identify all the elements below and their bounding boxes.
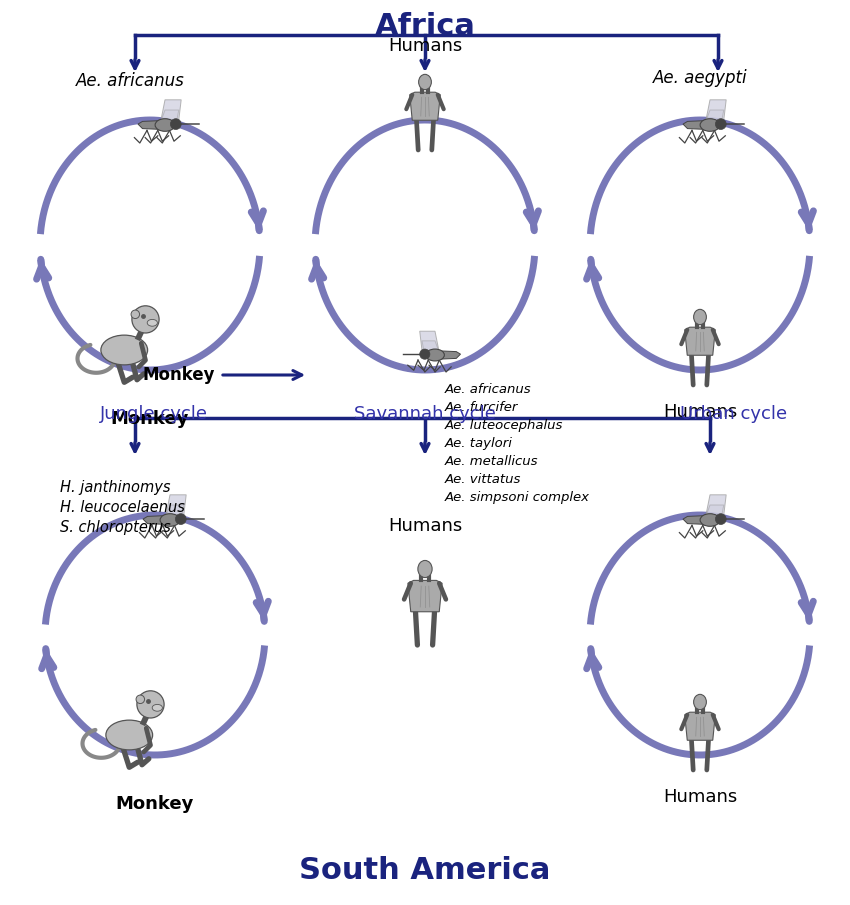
Text: Urban cycle: Urban cycle	[680, 405, 787, 423]
Text: Savannah cycle: Savannah cycle	[354, 405, 496, 423]
Text: Monkey: Monkey	[116, 795, 194, 813]
Ellipse shape	[101, 335, 148, 365]
Circle shape	[716, 514, 726, 525]
Ellipse shape	[700, 514, 720, 527]
Text: Humans: Humans	[663, 788, 737, 806]
Polygon shape	[143, 516, 168, 525]
Text: Ae. simpsoni complex: Ae. simpsoni complex	[445, 491, 590, 504]
Text: Africa: Africa	[375, 12, 475, 41]
Text: H. janthinomys: H. janthinomys	[60, 480, 171, 495]
Polygon shape	[166, 505, 184, 518]
Circle shape	[136, 695, 144, 703]
Ellipse shape	[152, 704, 162, 711]
Text: Ae. taylori: Ae. taylori	[445, 437, 513, 450]
Ellipse shape	[694, 310, 706, 325]
Ellipse shape	[147, 319, 157, 326]
Text: Ae. furcifer: Ae. furcifer	[445, 401, 518, 414]
Polygon shape	[706, 100, 726, 122]
Text: Ae. africanus: Ae. africanus	[445, 383, 531, 396]
Text: Ae. aegypti: Ae. aegypti	[653, 69, 747, 87]
Polygon shape	[410, 92, 440, 120]
Polygon shape	[706, 110, 723, 122]
Text: S. chloropterus: S. chloropterus	[60, 520, 171, 535]
Ellipse shape	[700, 119, 720, 131]
Circle shape	[170, 119, 181, 129]
Circle shape	[420, 349, 430, 359]
Ellipse shape	[418, 74, 431, 90]
Text: Humans: Humans	[388, 517, 462, 535]
Ellipse shape	[418, 560, 432, 577]
Text: Monkey: Monkey	[143, 366, 215, 384]
Ellipse shape	[160, 514, 180, 527]
Ellipse shape	[694, 694, 706, 710]
Polygon shape	[408, 580, 442, 612]
Polygon shape	[166, 495, 186, 518]
Text: South America: South America	[299, 856, 551, 885]
Circle shape	[132, 306, 159, 333]
Polygon shape	[420, 331, 439, 352]
Polygon shape	[706, 495, 726, 518]
Text: Ae. vittatus: Ae. vittatus	[445, 473, 521, 486]
Polygon shape	[138, 120, 163, 129]
Polygon shape	[161, 100, 181, 122]
Ellipse shape	[106, 720, 153, 750]
Text: Jungle cycle: Jungle cycle	[100, 405, 208, 423]
Polygon shape	[422, 341, 439, 352]
Circle shape	[131, 310, 139, 319]
Text: Monkey: Monkey	[110, 410, 190, 428]
Ellipse shape	[155, 119, 175, 131]
Ellipse shape	[426, 349, 445, 361]
Text: Humans: Humans	[663, 403, 737, 421]
Text: Ae. luteocephalus: Ae. luteocephalus	[445, 419, 564, 432]
Polygon shape	[161, 110, 178, 122]
Text: Humans: Humans	[388, 37, 462, 55]
Polygon shape	[685, 712, 716, 740]
Text: Ae. africanus: Ae. africanus	[76, 72, 184, 90]
Text: Ae. metallicus: Ae. metallicus	[445, 455, 539, 468]
Circle shape	[175, 514, 186, 525]
Circle shape	[716, 119, 726, 129]
Polygon shape	[683, 516, 708, 525]
Polygon shape	[437, 351, 461, 359]
Text: H. leucocelaenus: H. leucocelaenus	[60, 500, 184, 515]
Polygon shape	[683, 120, 708, 129]
Circle shape	[137, 691, 164, 718]
Polygon shape	[706, 505, 723, 518]
Polygon shape	[685, 328, 716, 356]
